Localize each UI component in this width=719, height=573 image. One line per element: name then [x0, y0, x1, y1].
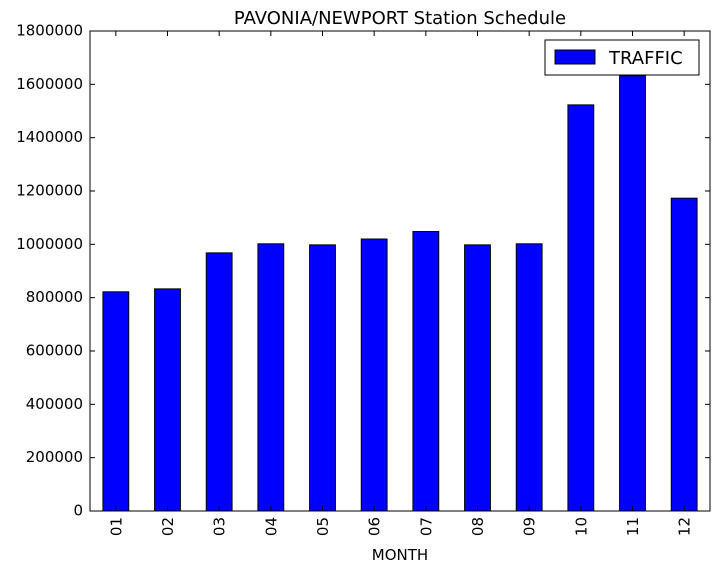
bar-08	[464, 244, 491, 512]
x-tick-label-07: 07	[417, 517, 435, 536]
bar-11	[619, 75, 646, 512]
bar-10	[567, 104, 595, 512]
chart-title: PAVONIA/NEWPORT Station Schedule	[234, 8, 566, 29]
bar-03	[205, 252, 233, 512]
x-tick-label-05: 05	[314, 517, 332, 536]
x-tick-label-06: 06	[366, 517, 384, 536]
y-tick-label-1000000: 1000000	[16, 235, 83, 253]
y-tick-label-800000: 800000	[26, 288, 83, 306]
bar-04	[257, 243, 285, 512]
bar-09	[515, 243, 543, 512]
y-tick-label-1800000: 1800000	[16, 22, 83, 40]
bars-group	[102, 75, 698, 512]
legend-swatch-traffic	[554, 49, 596, 65]
x-tick-label-03: 03	[211, 517, 229, 536]
y-tick-label-1400000: 1400000	[16, 128, 83, 146]
bar-05	[309, 244, 336, 512]
x-tick-label-01: 01	[107, 517, 125, 536]
x-tick-label-12: 12	[676, 517, 694, 536]
legend-label-traffic: TRAFFIC	[608, 48, 683, 69]
plot-frame	[89, 30, 711, 512]
y-tick-label-1200000: 1200000	[16, 182, 83, 200]
y-tick-label-1600000: 1600000	[16, 75, 83, 93]
x-tick-label-04: 04	[262, 517, 280, 536]
y-tick-label-600000: 600000	[26, 342, 83, 360]
x-axis-label: MONTH	[372, 546, 428, 564]
x-tick-label-10: 10	[572, 517, 590, 536]
bar-06	[360, 238, 388, 512]
x-tick-label-02: 02	[159, 517, 177, 536]
axes-group: 01 02 03 04 05 06 07 08 09 10 11 12 0 200000 400000 600…	[16, 22, 711, 536]
x-tick-label-09: 09	[521, 517, 539, 536]
bar-07	[412, 231, 440, 512]
bar-12	[670, 197, 698, 512]
x-tick-label-08: 08	[469, 517, 487, 536]
bar-01	[102, 291, 130, 512]
y-tick-label-400000: 400000	[26, 395, 83, 413]
y-tick-label-200000: 200000	[26, 448, 83, 466]
legend: TRAFFIC	[544, 39, 700, 76]
x-tick-label-11: 11	[624, 517, 642, 536]
y-tick-label-0: 0	[73, 502, 83, 520]
bar-02	[154, 288, 181, 512]
